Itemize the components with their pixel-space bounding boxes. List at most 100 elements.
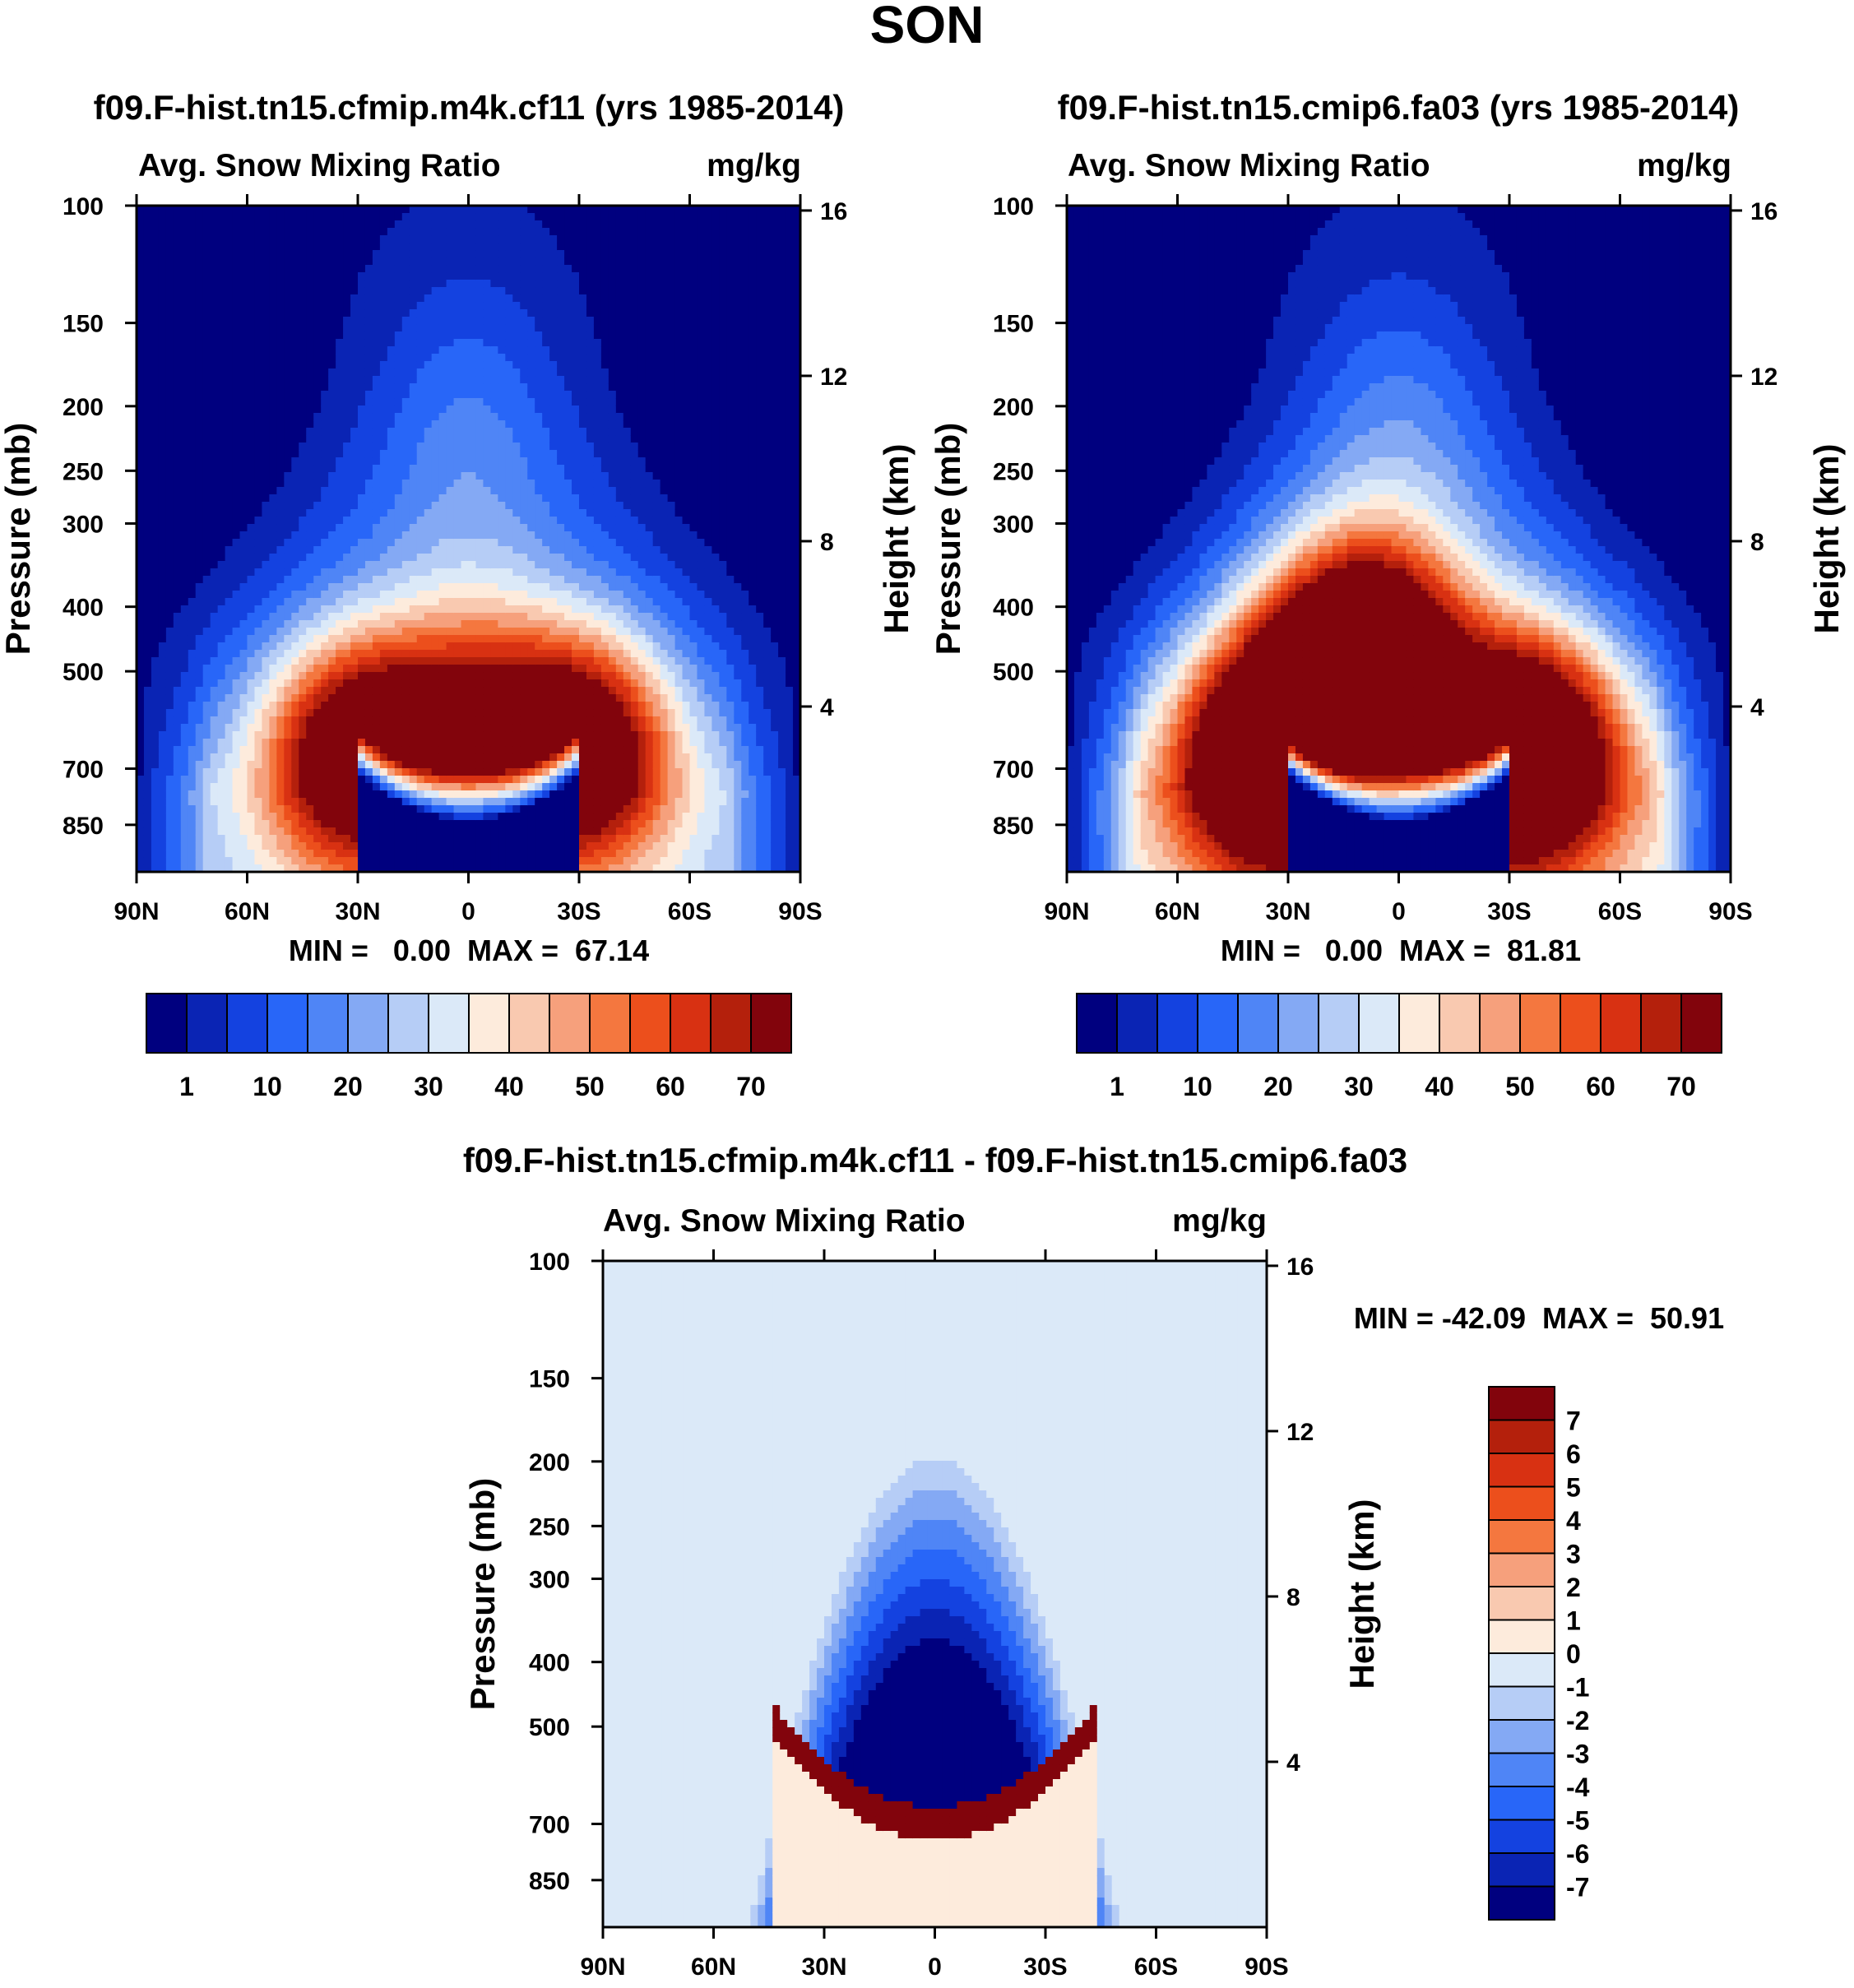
- contour-cell: [438, 805, 447, 813]
- contour-cell: [453, 383, 462, 392]
- contour-cell: [372, 480, 381, 488]
- contour-cell: [165, 694, 174, 702]
- contour-cell: [173, 739, 182, 747]
- contour-cell: [276, 420, 285, 429]
- contour-cell: [291, 583, 299, 591]
- contour-cell: [291, 346, 299, 355]
- contour-cell: [446, 398, 455, 406]
- contour-cell: [358, 213, 366, 221]
- contour-cell: [394, 494, 403, 503]
- contour-cell: [276, 850, 285, 858]
- contour-cell: [409, 309, 418, 317]
- contour-cell: [379, 583, 388, 591]
- contour-cell: [379, 502, 388, 510]
- contour-cell: [336, 435, 344, 443]
- contour-cell: [247, 835, 256, 843]
- contour-cell: [284, 391, 292, 399]
- contour-cell: [276, 539, 285, 547]
- contour-cell: [232, 820, 241, 828]
- contour-cell: [232, 531, 241, 540]
- contour-cell: [225, 354, 234, 362]
- contour-cell: [269, 391, 277, 399]
- contour-cell: [416, 761, 425, 769]
- contour-cell: [313, 413, 322, 421]
- contour-cell: [498, 413, 506, 421]
- contour-cell: [358, 287, 366, 295]
- contour-cell: [372, 235, 381, 243]
- contour-cell: [438, 628, 447, 636]
- contour-cell: [299, 317, 307, 325]
- contour-cell: [291, 605, 299, 614]
- contour-cell: [498, 783, 506, 791]
- contour-cell: [424, 265, 433, 273]
- contour-cell: [535, 206, 543, 214]
- contour-cell: [137, 368, 145, 377]
- contour-cell: [328, 665, 336, 673]
- contour-cell: [401, 702, 410, 710]
- contour-cell: [336, 650, 344, 658]
- contour-cell: [379, 228, 388, 236]
- contour-cell: [291, 443, 299, 451]
- contour-cell: [254, 739, 263, 747]
- contour-cell: [137, 435, 145, 443]
- contour-cell: [535, 827, 543, 836]
- contour-cell: [173, 376, 182, 384]
- contour-cell: [343, 694, 351, 702]
- contour-cell: [210, 613, 219, 621]
- contour-cell: [143, 509, 152, 517]
- contour-cell: [299, 502, 307, 510]
- contour-cell: [461, 502, 470, 510]
- contour-cell: [210, 591, 219, 599]
- contour-cell: [313, 805, 322, 813]
- contour-cell: [490, 805, 498, 813]
- contour-cell: [232, 739, 241, 747]
- contour-cell: [202, 642, 211, 651]
- contour-cell: [446, 317, 455, 325]
- contour-cell: [202, 465, 211, 473]
- contour-cell: [409, 628, 418, 636]
- contour-cell: [343, 480, 351, 488]
- contour-cell: [158, 783, 167, 791]
- contour-cell: [328, 413, 336, 421]
- contour-cell: [202, 790, 211, 799]
- contour-cell: [173, 480, 182, 488]
- contour-cell: [446, 864, 455, 873]
- contour-cell: [336, 546, 344, 554]
- contour-cell: [291, 724, 299, 732]
- contour-cell: [306, 317, 314, 325]
- contour-cell: [379, 605, 388, 614]
- contour-cell: [328, 450, 336, 458]
- contour-cell: [535, 487, 543, 495]
- contour-cell: [276, 716, 285, 725]
- contour-cell: [262, 494, 270, 503]
- contour-cell: [188, 250, 197, 258]
- contour-cell: [424, 228, 433, 236]
- contour-cell: [195, 324, 204, 332]
- contour-cell: [401, 709, 410, 717]
- contour-cell: [483, 709, 491, 717]
- contour-cell: [299, 783, 307, 791]
- contour-cell: [137, 413, 145, 421]
- contour-cell: [343, 294, 351, 303]
- contour-cell: [483, 376, 491, 384]
- contour-cell: [490, 398, 498, 406]
- contour-cell: [379, 709, 388, 717]
- contour-cell: [468, 665, 477, 673]
- contour-cell: [505, 472, 513, 480]
- contour-cell: [372, 443, 381, 451]
- contour-cell: [394, 420, 403, 429]
- contour-cell: [232, 302, 241, 310]
- contour-cell: [291, 650, 299, 658]
- contour-cell: [453, 354, 462, 362]
- contour-cell: [394, 250, 403, 258]
- contour-cell: [188, 568, 197, 577]
- contour-cell: [372, 361, 381, 369]
- contour-cell: [202, 635, 211, 643]
- contour-cell: [505, 243, 513, 251]
- contour-cell: [505, 428, 513, 436]
- contour-cell: [475, 746, 484, 754]
- contour-cell: [313, 287, 322, 295]
- contour-cell: [202, 228, 211, 236]
- contour-cell: [483, 235, 491, 243]
- contour-cell: [453, 339, 462, 347]
